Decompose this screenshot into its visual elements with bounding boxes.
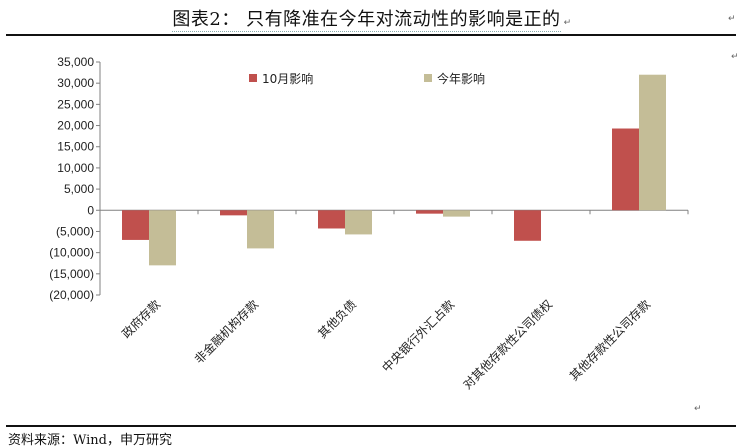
category-label: 其他负债 xyxy=(315,297,359,341)
y-tick-label: (5,000) xyxy=(56,224,94,238)
bar-2 xyxy=(149,210,176,266)
category-label: 中央银行外汇占款 xyxy=(379,297,457,375)
legend-swatch-2 xyxy=(424,74,432,82)
edge-mark-top: ↵ xyxy=(728,14,736,24)
y-tick-label: 0 xyxy=(87,203,94,217)
bar-1 xyxy=(318,210,345,229)
bar-2 xyxy=(247,210,274,249)
chart-title-text: 图表2： 只有降准在今年对流动性的影响是正的 xyxy=(172,9,561,32)
y-tick-label: 30,000 xyxy=(57,76,94,90)
chart-title: 图表2： 只有降准在今年对流动性的影响是正的 ↵ xyxy=(0,6,744,34)
y-tick-label: (15,000) xyxy=(49,267,94,281)
bottom-rule xyxy=(6,425,736,427)
category-label: 政府存款 xyxy=(119,297,164,342)
return-mark-icon: ↵ xyxy=(563,18,572,28)
y-tick-label: 25,000 xyxy=(57,97,94,111)
y-tick-label: 20,000 xyxy=(57,119,94,133)
bar-2 xyxy=(639,74,666,211)
legend-label-1: 10月影响 xyxy=(262,71,313,86)
y-tick-label: 10,000 xyxy=(57,161,94,175)
bar-1 xyxy=(220,210,247,216)
bar-2 xyxy=(345,210,372,235)
y-tick-label: (10,000) xyxy=(49,246,94,260)
source-note: 资料来源：Wind，申万研究 xyxy=(8,433,172,448)
y-tick-label: 5,000 xyxy=(64,182,94,196)
category-label: 对其他存款性公司债权 xyxy=(460,297,555,392)
edge-mark-lower: ↵ xyxy=(694,404,702,414)
edge-mark-upper: ↵ xyxy=(731,52,739,62)
category-label: 其他存款性公司存款 xyxy=(567,297,653,383)
category-label: 非金融机构存款 xyxy=(191,297,261,367)
legend-label-2: 今年影响 xyxy=(437,71,485,86)
y-tick-label: 35,000 xyxy=(57,55,94,69)
legend-swatch-1 xyxy=(249,74,257,82)
y-tick-label: (20,000) xyxy=(49,288,94,302)
bar-2 xyxy=(443,210,470,217)
bar-1 xyxy=(612,128,639,211)
bar-1 xyxy=(122,210,149,240)
bar-1 xyxy=(416,210,443,214)
y-tick-label: 15,000 xyxy=(57,140,94,154)
bar-1 xyxy=(514,210,541,241)
top-rule xyxy=(6,34,736,36)
